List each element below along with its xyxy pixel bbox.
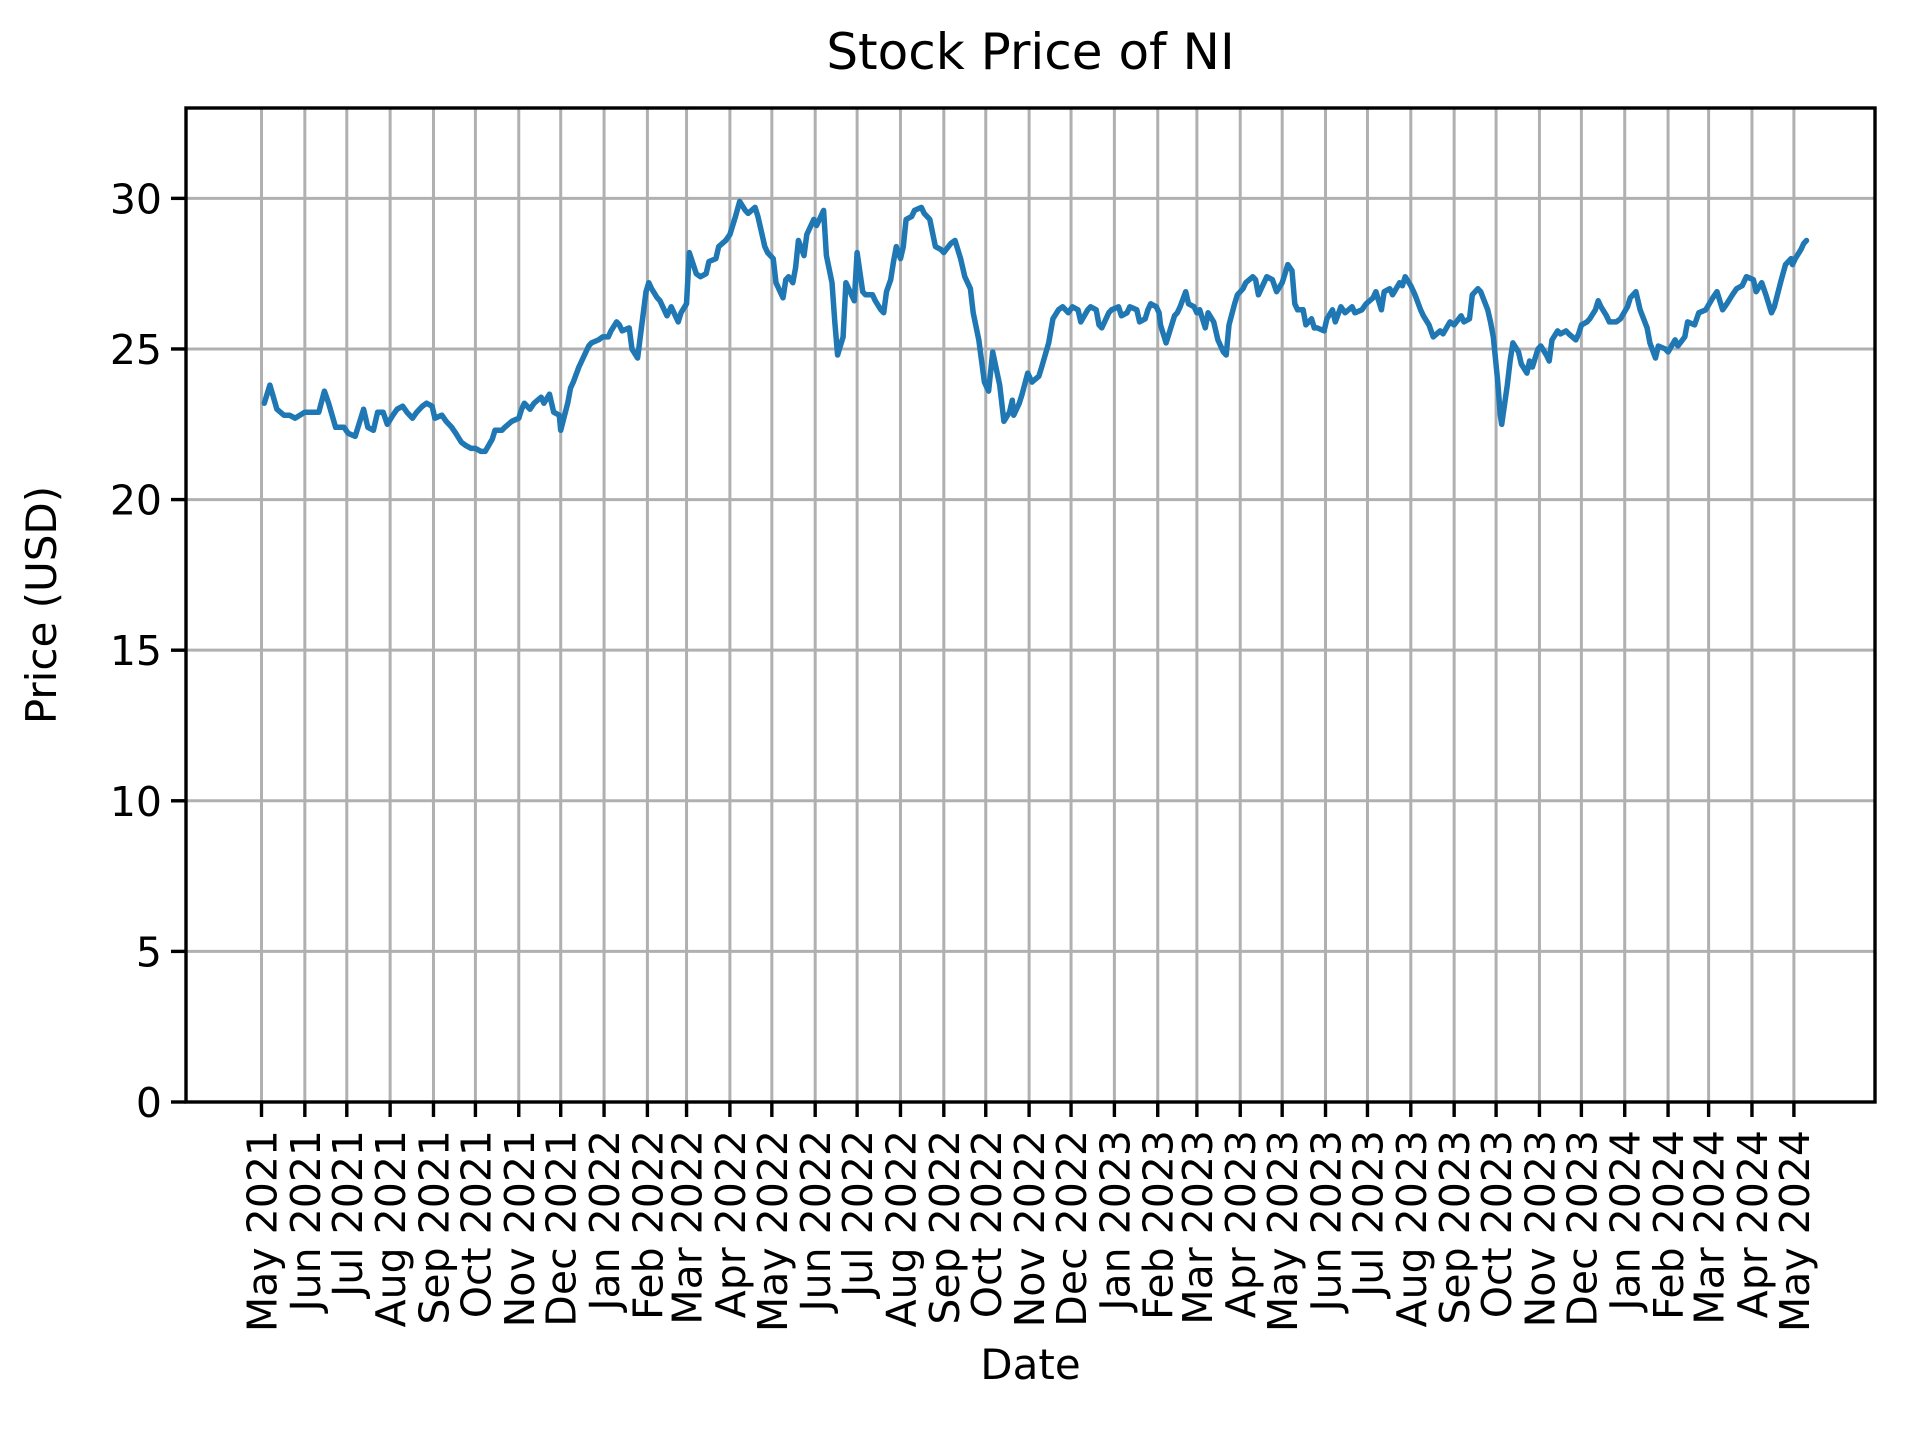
x-axis-label: Date [980, 1340, 1081, 1389]
x-axis-tick-label: Oct 2021 [452, 1130, 500, 1318]
x-axis-tick-label: Feb 2023 [1135, 1130, 1183, 1320]
x-axis-tick-label: Dec 2021 [538, 1130, 586, 1327]
x-axis-tick-label: May 2022 [749, 1130, 797, 1332]
x-axis-tick-label: Nov 2021 [496, 1130, 544, 1327]
x-axis-tick-label: Jun 2023 [1303, 1130, 1351, 1314]
x-axis-tick-label: Jun 2021 [282, 1130, 330, 1314]
x-axis-tick-label: Nov 2023 [1516, 1130, 1564, 1327]
x-axis-tick-label: Apr 2023 [1217, 1130, 1265, 1318]
y-axis-tick-label: 20 [110, 477, 162, 525]
x-axis-tick-label: May 2024 [1771, 1130, 1819, 1332]
x-axis-tick-label: Sep 2023 [1431, 1130, 1479, 1325]
x-axis-tick-label: Mar 2022 [664, 1130, 712, 1325]
x-axis-tick-label: Jun 2022 [792, 1130, 840, 1314]
y-axis-tick-label: 0 [136, 1079, 162, 1127]
x-axis-tick-label: Mar 2024 [1686, 1130, 1734, 1325]
x-axis-tick-label: Aug 2022 [877, 1130, 925, 1327]
x-axis-tick-label: Aug 2023 [1388, 1130, 1436, 1327]
x-axis-tick-label: Jan 2022 [581, 1130, 629, 1314]
y-axis-tick-label: 15 [110, 627, 162, 675]
axes-spines [184, 106, 1877, 1104]
x-axis-tick-label: Feb 2022 [624, 1130, 672, 1320]
x-axis-tick-label: Jul 2022 [834, 1130, 882, 1300]
x-axis-tick-label: Jan 2024 [1602, 1130, 1650, 1314]
x-axis-tick-label: Oct 2023 [1473, 1130, 1521, 1318]
y-axis-tick-label: 30 [110, 175, 162, 223]
x-axis-tick-label: Jan 2023 [1091, 1130, 1139, 1314]
x-axis-tick-label: May 2023 [1259, 1130, 1307, 1332]
x-axis-tick-label: Apr 2022 [707, 1130, 755, 1318]
x-axis-tick-label: Feb 2024 [1645, 1130, 1693, 1320]
x-axis-tick-label: Apr 2024 [1729, 1130, 1777, 1318]
y-axis-tick-label: 10 [110, 778, 162, 826]
x-axis-tick-label: Aug 2021 [367, 1130, 415, 1327]
x-axis-tick-label: Sep 2022 [921, 1130, 969, 1325]
x-axis-tick-label: Jul 2023 [1344, 1130, 1392, 1300]
x-axis-tick-label: Mar 2023 [1174, 1130, 1222, 1325]
y-axis-tick-label: 25 [110, 326, 162, 374]
y-axis-tick-label: 5 [136, 928, 162, 976]
x-axis-tick-label: Jul 2021 [324, 1130, 372, 1300]
x-axis-tick-label: May 2021 [239, 1130, 287, 1332]
price-line-series [261, 198, 1810, 455]
x-axis-tick-label: Dec 2023 [1558, 1130, 1606, 1327]
x-axis-tick-label: Oct 2022 [963, 1130, 1011, 1318]
chart-title: Stock Price of NI [826, 23, 1235, 81]
x-axis-tick-label: Dec 2022 [1048, 1130, 1096, 1327]
x-axis-tick-label: Nov 2022 [1006, 1130, 1054, 1327]
x-axis-tick-label: Sep 2021 [410, 1130, 458, 1325]
